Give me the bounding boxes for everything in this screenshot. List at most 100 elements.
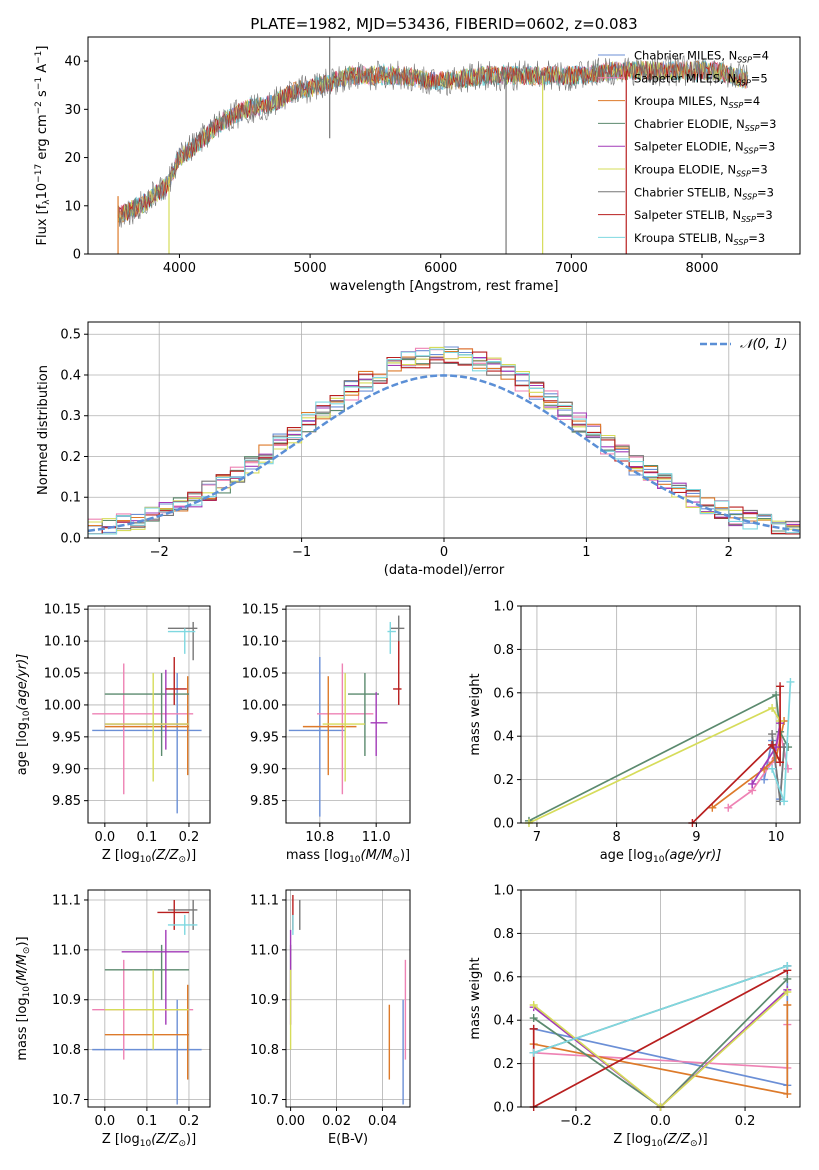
y-tick-label: 0.1 (60, 491, 81, 506)
weight-marker (724, 803, 733, 812)
y-tick-label: 9.95 (52, 730, 81, 745)
y-tick-label: 10.8 (250, 1043, 279, 1058)
weight-line-chabrier_elodie (528, 693, 789, 822)
y-tick-label: 10.7 (52, 1093, 81, 1108)
spectrum-line-chabrier_stelib (117, 55, 748, 228)
x-axis-label: wavelength [Angstrom, rest frame] (330, 279, 559, 294)
x-tick-label: 11.0 (362, 830, 391, 845)
y-tick-label: 0.4 (493, 730, 514, 745)
y-tick-label: 9.85 (52, 794, 81, 809)
x-tick-label: 8 (613, 830, 621, 845)
x-tick-label: 6000 (424, 261, 457, 276)
legend-entry: Chabrier MILES, NSSP=4 (634, 49, 769, 65)
legend-entry: Kroupa ELODIE, NSSP=3 (634, 163, 768, 179)
weight-marker (776, 682, 785, 691)
weight-line-salpeter_elodie (533, 989, 788, 1107)
weight-marker (786, 677, 795, 686)
y-tick-label: 0 (73, 248, 81, 263)
x-tick-label: 2 (725, 545, 733, 560)
y-tick-label: 9.85 (250, 794, 279, 809)
x-tick-label: 7000 (555, 261, 588, 276)
y-tick-label: 10.9 (250, 993, 279, 1008)
x-tick-label: 9 (692, 830, 700, 845)
x-tick-label: 4000 (163, 261, 196, 276)
x-axis-label: age [log10(age/yr)] (600, 848, 722, 865)
y-tick-label: 9.95 (250, 730, 279, 745)
x-tick-label: 7 (533, 830, 541, 845)
weight-marker (529, 1048, 538, 1057)
histogram-salpeter_stelib (88, 351, 800, 535)
x-tick-label: 5000 (294, 261, 327, 276)
y-tick-label: 0.0 (493, 817, 514, 832)
axes-frame (87, 36, 801, 255)
x-axis-label: Z [log10(Z/Z⊙)] (102, 1132, 196, 1149)
x-axis-label: (data-model)/error (384, 563, 505, 578)
chart-title: PLATE=1982, MJD=53436, FIBERID=0602, z=0… (250, 15, 637, 33)
normal-curve (87, 374, 801, 533)
axes-frame (87, 889, 211, 1108)
y-tick-label: 0.2 (493, 773, 514, 788)
x-tick-label: 0.1 (137, 1114, 158, 1129)
y-tick-label: 30 (64, 103, 81, 118)
legend-entry: Salpeter MILES, NSSP=5 (634, 71, 768, 87)
weight-line-kroupa_elodie (528, 706, 781, 823)
x-tick-label: 0.1 (137, 830, 158, 845)
x-tick-label: 0.2 (179, 1114, 200, 1129)
x-tick-label: 1 (582, 545, 590, 560)
panel-spectrum: 4000 5000 6000 7000 8000 0 10 20 30 40 Chabrier MI… (34, 36, 801, 294)
legend-entry: Kroupa MILES, NSSP=4 (634, 94, 760, 110)
y-tick-label: 10.15 (44, 603, 81, 618)
panel-age_vs_mass: 10.8 11.0 9.85 9.90 9.95 10.00 10.05 10.10 10.15… (242, 603, 411, 865)
weight-marker (772, 690, 781, 699)
y-tick-label: 10.05 (242, 667, 279, 682)
y-axis-label: Normed distribution (36, 365, 51, 495)
y-tick-label: 1.0 (493, 884, 514, 899)
y-tick-label: 0.2 (60, 450, 81, 465)
y-axis-label: mass [log10(M/M⊙)] (15, 936, 32, 1060)
y-tick-label: 0.4 (493, 1014, 514, 1029)
weight-marker (783, 961, 792, 970)
weight-marker (783, 987, 792, 996)
weight-marker (768, 740, 777, 749)
weight-marker (529, 1014, 538, 1023)
y-tick-label: 9.90 (52, 762, 81, 777)
weight-line-chabrier_elodie (533, 978, 788, 1107)
y-axis-label: mass weight (468, 957, 483, 1039)
y-tick-label: 11.0 (52, 943, 81, 958)
x-tick-label: −2 (150, 545, 169, 560)
x-tick-label: 10.8 (305, 830, 334, 845)
y-tick-label: 11.0 (250, 943, 279, 958)
x-tick-label: 0.2 (735, 1114, 756, 1129)
panel-age_vs_Z: 0.0 0.1 0.2 9.85 9.90 9.95 10.00 10.05 10.10 10.1… (15, 603, 211, 865)
y-tick-label: 11.1 (52, 893, 81, 908)
weight-marker (780, 797, 789, 806)
y-tick-label: 10.10 (44, 635, 81, 650)
panel-mass_vs_ebv: 0.00 0.02 0.04 10.7 10.8 10.9 11.0 11.1 E(B-V) (250, 889, 411, 1147)
axes-frame (520, 605, 801, 824)
weight-marker (768, 703, 777, 712)
y-tick-label: 0.3 (60, 409, 81, 424)
y-tick-label: 10.10 (242, 635, 279, 650)
panel-residuals: −2 −1 0 1 2 0.0 0.1 0.2 0.3 0.4 0.5 𝒩(0, 1) (data-mo… (36, 321, 801, 578)
weight-marker (783, 974, 792, 983)
y-axis-label: age [log10(age/yr)] (15, 654, 32, 776)
weight-marker (783, 1089, 792, 1098)
legend-entry: Salpeter STELIB, NSSP=3 (634, 208, 773, 224)
y-tick-label: 10.00 (242, 698, 279, 713)
legend-entry: Chabrier ELODIE, NSSP=3 (634, 117, 776, 133)
weight-marker (708, 803, 717, 812)
x-tick-label: 0.0 (94, 830, 115, 845)
weight-marker (768, 764, 777, 773)
x-tick-label: 8000 (685, 261, 718, 276)
y-tick-label: 1.0 (493, 600, 514, 615)
y-tick-label: 10 (64, 199, 81, 214)
weight-line-kroupa_stelib (533, 965, 788, 1054)
y-axis-label: Flux [fλ10−17 erg cm−2 s−1 A−1] (34, 46, 52, 246)
legend-entry: Kroupa STELIB, NSSP=3 (634, 231, 765, 247)
axes-frame (87, 321, 801, 539)
x-tick-label: 0.04 (368, 1114, 397, 1129)
y-tick-label: 10.8 (52, 1043, 81, 1058)
axes-frame (87, 605, 211, 824)
y-axis-label: mass weight (468, 673, 483, 755)
x-tick-label: 10 (768, 830, 785, 845)
